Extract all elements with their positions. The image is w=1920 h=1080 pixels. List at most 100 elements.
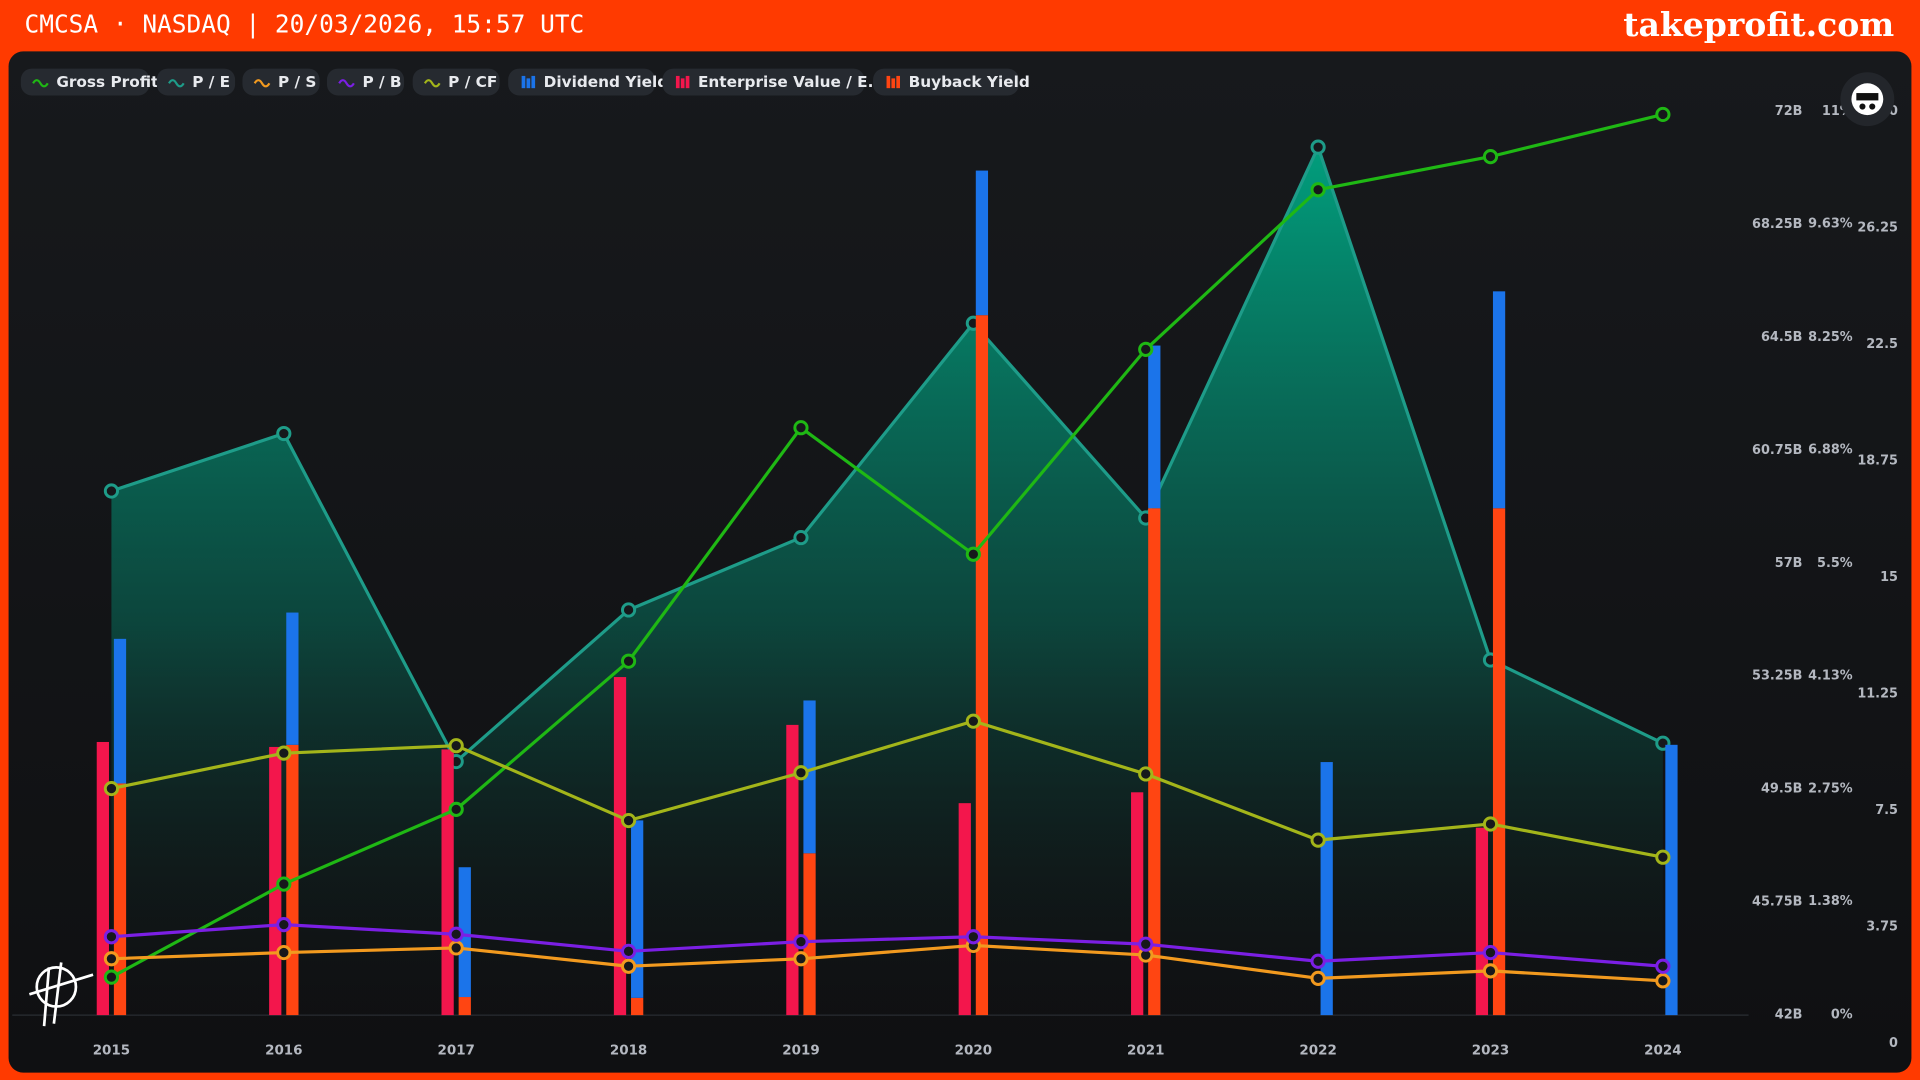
legend-item[interactable]: Buyback Yield xyxy=(873,68,1030,96)
y2-tick-label: 0% xyxy=(1831,1008,1853,1023)
legend-item[interactable]: P / E xyxy=(156,68,236,96)
point-marker xyxy=(1310,139,1326,155)
bar xyxy=(803,700,816,854)
point-marker xyxy=(276,944,292,961)
legend-item[interactable]: Enterprise Value / E... xyxy=(662,68,885,96)
point-marker xyxy=(620,943,637,959)
y2-tick-label: 1.38% xyxy=(1808,894,1853,909)
legend-label: Gross Profit xyxy=(56,73,158,91)
area-fill xyxy=(111,147,1663,1016)
point-marker xyxy=(276,425,292,442)
brand: takeprofit.com xyxy=(1623,5,1894,44)
line xyxy=(111,719,1664,859)
legend-label: P / CF xyxy=(448,73,497,91)
legend-item[interactable]: Gross Profit xyxy=(20,68,159,96)
y-tick-label: 53.25B xyxy=(1752,669,1802,684)
point-marker xyxy=(103,780,120,797)
bar xyxy=(975,170,989,316)
y2-tick-label: 5.5% xyxy=(1817,556,1853,571)
legend-item[interactable]: P / S xyxy=(242,68,320,96)
y2-tick-label: 6.88% xyxy=(1808,442,1853,457)
avatar[interactable] xyxy=(1840,72,1895,127)
legend-icon xyxy=(891,78,896,89)
y-tick-label: 72B xyxy=(1775,104,1803,119)
y-tick-label: 68.25B xyxy=(1752,217,1802,232)
bar xyxy=(1665,744,1678,1016)
y-tick-label: 42B xyxy=(1775,1008,1803,1023)
point-marker xyxy=(793,765,809,781)
line xyxy=(111,923,1664,968)
legend-label: P / B xyxy=(362,73,401,91)
point-marker xyxy=(1138,936,1154,952)
x-tick-label: 2019 xyxy=(782,1044,819,1059)
x-tick-label: 2023 xyxy=(1472,1044,1509,1059)
point-marker xyxy=(276,876,292,892)
legend-label: Enterprise Value / E... xyxy=(698,73,885,91)
point-marker xyxy=(448,940,464,956)
bar xyxy=(96,741,109,1016)
legend-icon xyxy=(531,75,536,89)
point-marker xyxy=(1655,973,1671,989)
bar xyxy=(1148,345,1161,509)
bar xyxy=(1320,762,1333,1016)
bar xyxy=(613,677,627,1016)
legend-label: Buyback Yield xyxy=(909,73,1030,91)
point-marker xyxy=(793,951,809,967)
x-tick-label: 2015 xyxy=(93,1044,130,1059)
legend-item[interactable]: P / CF xyxy=(412,68,500,96)
legend-pill xyxy=(326,68,405,96)
x-tick-label: 2018 xyxy=(610,1044,647,1059)
x-tick-label: 2022 xyxy=(1299,1044,1336,1059)
legend-icon xyxy=(896,75,900,89)
point-marker xyxy=(1310,953,1326,969)
legend-pill xyxy=(156,68,236,96)
x-tick-label: 2017 xyxy=(437,1044,474,1059)
point-marker xyxy=(448,738,464,754)
point-marker xyxy=(1655,106,1671,123)
point-marker xyxy=(276,745,292,761)
point-marker xyxy=(1482,944,1499,961)
y3-tick-label: 15 xyxy=(1880,570,1898,585)
y2-tick-label: 2.75% xyxy=(1808,782,1853,797)
legend-label: Dividend Yield xyxy=(544,73,669,91)
point-marker xyxy=(793,420,809,436)
legend-pill xyxy=(662,68,865,96)
bar xyxy=(803,853,816,1016)
legend-icon xyxy=(886,75,891,89)
legend-icon xyxy=(685,75,690,89)
legend-item[interactable]: P / B xyxy=(326,68,405,96)
point-marker xyxy=(1138,766,1154,782)
legend-item[interactable]: Dividend Yield xyxy=(508,68,669,96)
legend-pill xyxy=(412,68,500,96)
legend-icon xyxy=(680,78,685,89)
bar xyxy=(458,867,471,998)
legend-icon xyxy=(338,79,355,88)
y3-tick-label: 26.25 xyxy=(1857,220,1898,235)
point-marker xyxy=(965,713,981,729)
bar xyxy=(1492,508,1506,1016)
x-tick-label: 2024 xyxy=(1644,1044,1681,1059)
legend-label: P / E xyxy=(192,73,230,91)
bar xyxy=(1148,508,1161,1016)
bar xyxy=(1475,827,1489,1016)
point-marker xyxy=(1310,182,1326,198)
legend-pill xyxy=(20,68,150,96)
legend-icon xyxy=(168,79,185,88)
y3-tick-label: 18.75 xyxy=(1857,453,1898,468)
logo xyxy=(28,962,94,1027)
point-marker xyxy=(103,929,120,945)
point-marker xyxy=(965,546,981,562)
y2-tick-label: 8.25% xyxy=(1808,330,1853,345)
y3-tick-label: 3.75 xyxy=(1866,919,1898,934)
y-tick-label: 49.5B xyxy=(1761,782,1802,797)
x-tick-label: 2016 xyxy=(265,1044,302,1059)
y3-tick-label: 11.25 xyxy=(1857,686,1898,701)
y3-tick-label: 22.5 xyxy=(1866,337,1898,352)
line xyxy=(110,145,1664,764)
point-marker xyxy=(620,602,637,618)
bar xyxy=(1131,792,1144,1016)
legend-pill xyxy=(242,68,320,96)
point-marker xyxy=(1310,970,1326,986)
